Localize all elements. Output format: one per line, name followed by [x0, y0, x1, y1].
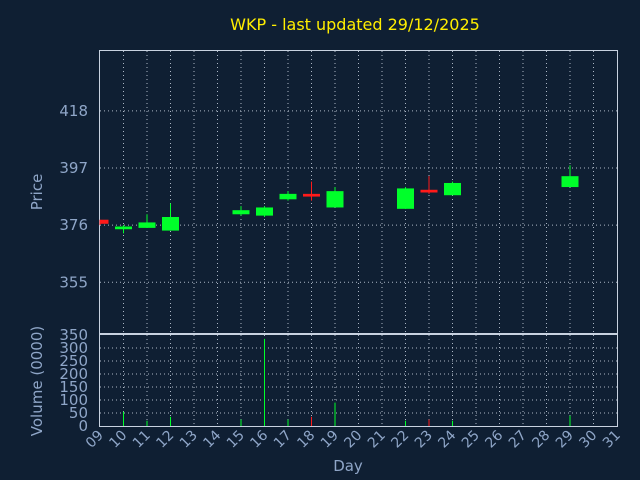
day-tick-25: 25: [459, 428, 483, 452]
price-axis-label: Price: [28, 174, 46, 211]
candle-body-16: [256, 207, 273, 216]
volume-tick-0: 0: [78, 417, 88, 435]
day-tick-31: 31: [600, 428, 624, 452]
volume-panel-frame: [99, 334, 618, 427]
day-tick-22: 22: [388, 428, 412, 452]
price-panel-frame: [99, 50, 618, 334]
price-tick-418: 418: [59, 102, 88, 120]
day-tick-18: 18: [294, 428, 318, 452]
candle-body-29: [561, 176, 579, 188]
candles-layer: [99, 165, 579, 234]
candle-body-11: [138, 222, 156, 228]
day-tick-17: 17: [271, 428, 295, 452]
volume-tick-200: 200: [59, 365, 88, 383]
candle-body-17: [279, 193, 297, 200]
volume-tick-350: 350: [59, 326, 88, 344]
candle-body-18: [303, 193, 320, 197]
volume-bars-layer: [123, 338, 571, 426]
day-tick-12: 12: [153, 428, 177, 452]
volume-tick-250: 250: [59, 352, 88, 370]
x-axis-label: Day: [333, 457, 363, 475]
day-tick-labels: 09 10 11 12 13 14 15 16 17 18 19 20 21 22 23 24 25 26 27 28…: [83, 427, 624, 451]
price-tick-397: 397: [59, 159, 88, 177]
day-tick-19: 19: [318, 428, 342, 452]
candle-body-15: [232, 210, 250, 215]
price-tick-labels: 355 376 397 418: [59, 102, 88, 291]
volume-axis-label: Volume (0000): [28, 326, 46, 436]
volume-tick-100: 100: [59, 391, 88, 409]
volume-tick-150: 150: [59, 378, 88, 396]
day-tick-11: 11: [130, 428, 154, 452]
volume-tick-300: 300: [59, 339, 88, 357]
price-tick-355: 355: [59, 273, 88, 291]
candle-body-12: [162, 216, 179, 231]
candle-body-22: [397, 188, 414, 209]
day-tick-23: 23: [412, 428, 436, 452]
day-tick-27: 27: [506, 428, 530, 452]
volume-tick-50: 50: [69, 404, 88, 422]
candle-body-19: [326, 191, 344, 208]
day-tick-16: 16: [247, 427, 271, 451]
candle-body-09: [100, 219, 109, 224]
day-tick-29: 29: [553, 428, 577, 452]
day-tick-28: 28: [529, 428, 553, 452]
day-tick-10: 10: [106, 428, 130, 452]
day-tick-30: 30: [576, 428, 600, 452]
day-tick-14: 14: [200, 427, 224, 451]
day-tick-21: 21: [365, 428, 389, 452]
candle-body-23: [420, 189, 438, 193]
candle-body-24: [444, 182, 461, 196]
day-tick-20: 20: [341, 428, 365, 452]
candle-body-10: [115, 226, 132, 230]
day-tick-15: 15: [224, 428, 248, 452]
day-tick-26: 26: [482, 427, 506, 451]
grid-layer: [100, 51, 617, 426]
price-tick-376: 376: [59, 216, 88, 234]
day-tick-24: 24: [435, 427, 459, 451]
chart-title: WKP - last updated 29/12/2025: [230, 15, 480, 34]
day-tick-13: 13: [177, 428, 201, 452]
